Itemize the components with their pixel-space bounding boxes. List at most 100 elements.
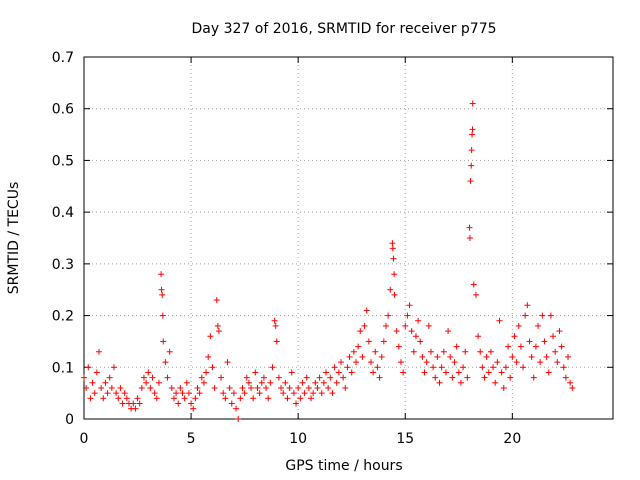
data-point	[310, 390, 317, 397]
data-point	[138, 384, 145, 391]
x-tick-label: 0	[80, 431, 89, 447]
data-point	[522, 312, 529, 319]
data-point	[404, 312, 411, 319]
data-point	[104, 390, 111, 397]
data-point	[272, 322, 279, 329]
data-point	[158, 271, 165, 278]
data-point	[119, 400, 126, 407]
data-point	[153, 395, 160, 402]
data-point	[468, 147, 475, 154]
data-point	[164, 374, 171, 381]
data-point	[312, 379, 319, 386]
data-point	[545, 369, 552, 376]
data-point	[382, 322, 389, 329]
data-point	[342, 384, 349, 391]
data-point	[299, 379, 306, 386]
data-point	[166, 348, 173, 355]
data-point	[130, 400, 137, 407]
data-point	[515, 322, 522, 329]
data-point	[565, 353, 572, 360]
data-point	[316, 374, 323, 381]
data-point	[427, 348, 434, 355]
data-point	[490, 364, 497, 371]
data-point	[513, 359, 520, 366]
y-tick-label: 0.7	[52, 50, 74, 66]
data-point	[248, 384, 255, 391]
data-point	[305, 384, 312, 391]
data-point	[535, 322, 542, 329]
data-point	[355, 343, 362, 350]
data-point	[110, 364, 117, 371]
data-point	[502, 364, 509, 371]
data-point	[155, 379, 162, 386]
data-point	[556, 328, 563, 335]
data-point	[509, 353, 516, 360]
data-point	[374, 364, 381, 371]
data-point	[412, 333, 419, 340]
data-point	[254, 384, 261, 391]
data-point	[372, 348, 379, 355]
data-point	[226, 384, 233, 391]
data-point	[179, 390, 186, 397]
data-point	[417, 338, 424, 345]
data-point	[213, 297, 220, 304]
data-point	[196, 390, 203, 397]
y-tick-label: 0	[65, 412, 74, 428]
plot-frame	[83, 56, 614, 420]
data-point	[455, 369, 462, 376]
data-point	[239, 384, 246, 391]
data-point	[203, 369, 210, 376]
data-point	[123, 395, 130, 402]
data-point	[228, 400, 235, 407]
data-point	[218, 374, 225, 381]
data-point	[496, 317, 503, 324]
data-point	[445, 328, 452, 335]
data-point	[475, 333, 482, 340]
data-point	[344, 364, 351, 371]
data-point	[293, 400, 300, 407]
data-point	[269, 364, 276, 371]
data-point	[562, 374, 569, 381]
data-point	[151, 390, 158, 397]
data-point	[303, 374, 310, 381]
x-tick-label: 10	[289, 431, 307, 447]
data-point	[314, 384, 321, 391]
data-point	[567, 379, 574, 386]
data-point	[530, 374, 537, 381]
y-tick-label: 0.3	[52, 257, 74, 273]
data-point	[340, 374, 347, 381]
y-tick-label: 0.1	[52, 360, 74, 376]
data-point	[449, 374, 456, 381]
data-point	[93, 369, 100, 376]
data-point	[532, 343, 539, 350]
data-point	[140, 374, 147, 381]
data-point	[423, 359, 430, 366]
data-point	[263, 384, 270, 391]
data-point	[188, 400, 195, 407]
data-point	[539, 312, 546, 319]
data-point	[335, 369, 342, 376]
data-point	[447, 353, 454, 360]
data-point	[160, 338, 167, 345]
data-point	[442, 369, 449, 376]
data-point	[331, 364, 338, 371]
data-point	[233, 405, 240, 412]
data-point	[469, 131, 476, 138]
data-point	[286, 384, 293, 391]
data-point	[453, 343, 460, 350]
data-point	[460, 364, 467, 371]
data-point	[410, 348, 417, 355]
data-point	[483, 353, 490, 360]
data-point	[278, 384, 285, 391]
data-point	[467, 178, 474, 185]
data-point	[363, 307, 370, 314]
y-tick-label: 0.5	[52, 153, 74, 169]
data-point	[209, 364, 216, 371]
data-point	[520, 364, 527, 371]
data-point	[295, 384, 302, 391]
data-point	[434, 353, 441, 360]
data-point	[457, 379, 464, 386]
data-point	[89, 379, 96, 386]
data-point	[149, 374, 156, 381]
data-point	[267, 379, 274, 386]
